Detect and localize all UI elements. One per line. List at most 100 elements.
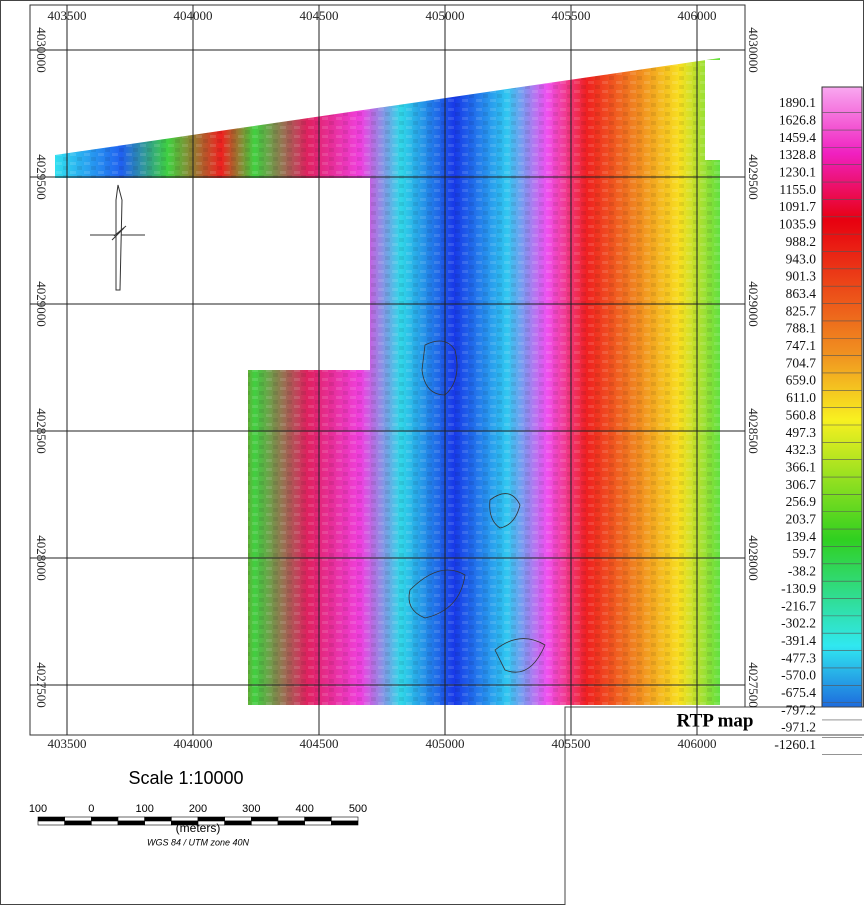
legend-label: 659.0 xyxy=(786,373,817,388)
y-tick-label: 4028500 xyxy=(34,408,49,454)
scale-segment xyxy=(251,820,279,826)
contour xyxy=(408,569,466,619)
title-box xyxy=(564,706,864,905)
x-tick-label: 403500 xyxy=(48,8,87,23)
scale-unit: (meters) xyxy=(176,821,221,835)
legend-label: 1626.8 xyxy=(779,112,816,127)
legend-label: 825.7 xyxy=(786,303,817,318)
scale-segment xyxy=(91,820,119,826)
x-tick-label: 406000 xyxy=(678,736,717,751)
y-tick-label: 4030000 xyxy=(746,27,761,73)
legend-label: 863.4 xyxy=(786,286,817,301)
x-tick-label: 404000 xyxy=(174,736,213,751)
x-tick-label: 404000 xyxy=(174,8,213,23)
north-arrow xyxy=(90,184,145,291)
legend-label: -797.2 xyxy=(781,702,816,717)
y-tick-label: 4027500 xyxy=(746,662,761,708)
legend-label: 497.3 xyxy=(786,425,817,440)
y-tick-label: 4029000 xyxy=(34,281,49,327)
raster-gap xyxy=(705,60,720,160)
scale-tick-label: 200 xyxy=(189,803,207,815)
scale-segment xyxy=(277,816,305,822)
legend-label: 366.1 xyxy=(786,459,816,474)
legend-label: 1890.1 xyxy=(779,95,816,110)
legend-label: 1230.1 xyxy=(779,164,816,179)
contour xyxy=(421,340,458,396)
legend-label: 432.3 xyxy=(786,442,817,457)
legend-label: -477.3 xyxy=(781,650,816,665)
legend-label: 1155.0 xyxy=(779,182,816,197)
legend-label: -216.7 xyxy=(781,598,816,613)
scale-segment xyxy=(64,820,92,826)
raster-texture xyxy=(55,58,720,705)
scale-bar: 100 0 100 200 300 400 500 xyxy=(29,803,367,826)
legend-label: 901.3 xyxy=(786,269,817,284)
y-tick-label: 4029500 xyxy=(34,154,49,200)
scale-title: Scale 1:10000 xyxy=(128,768,243,788)
projection: WGS 84 / UTM zone 40N xyxy=(147,837,250,847)
legend-label: 203.7 xyxy=(786,512,817,527)
legend-label: -391.4 xyxy=(781,633,816,648)
y-tick-label: 4028000 xyxy=(746,535,761,581)
scale-tick-label: 300 xyxy=(242,803,260,815)
color-scale xyxy=(821,86,863,753)
legend-label: -570.0 xyxy=(781,668,816,683)
scale-tick-label: 100 xyxy=(135,803,153,815)
scale-segment xyxy=(224,816,252,822)
y-tick-label: 4029000 xyxy=(746,281,761,327)
legend-label: 560.8 xyxy=(786,407,817,422)
scale-segment xyxy=(304,820,332,826)
legend-label: 704.7 xyxy=(786,355,817,370)
scale-segment xyxy=(91,816,119,822)
legend-label: 747.1 xyxy=(786,338,816,353)
legend-label: 788.1 xyxy=(786,321,816,336)
scale-segment xyxy=(117,820,145,826)
legend-label: 59.7 xyxy=(792,546,816,561)
scale-segment xyxy=(144,820,172,826)
scale-segment xyxy=(331,816,359,822)
scale-segment xyxy=(304,816,332,822)
legend-label: -302.2 xyxy=(781,616,816,631)
arrow-mark xyxy=(111,225,127,241)
scale-tick-label: 100 xyxy=(29,803,47,815)
x-tick-label: 405000 xyxy=(426,8,465,23)
contours xyxy=(408,340,546,673)
scale-tick-label: 400 xyxy=(295,803,313,815)
x-tick-label: 404500 xyxy=(300,736,339,751)
x-tick-label: 406000 xyxy=(678,8,717,23)
legend-label: -1260.1 xyxy=(774,737,816,752)
x-tick-label: 403500 xyxy=(48,736,87,751)
x-tick-label: 404500 xyxy=(300,8,339,23)
x-tick-label: 405500 xyxy=(552,8,591,23)
scale-segment xyxy=(117,816,145,822)
legend-label: 1328.8 xyxy=(779,147,816,162)
scale-segment xyxy=(331,820,359,826)
y-tick-label: 4028500 xyxy=(746,408,761,454)
scale-segment xyxy=(251,816,279,822)
y-tick-label: 4027500 xyxy=(34,662,49,708)
legend-label: 1035.9 xyxy=(779,217,816,232)
map-frame xyxy=(29,4,746,736)
contour xyxy=(489,493,521,529)
legend-label: 988.2 xyxy=(786,234,816,249)
scale-tick-label: 0 xyxy=(88,803,94,815)
legend-label: 1091.7 xyxy=(779,199,816,214)
legend-label: -130.9 xyxy=(781,581,816,596)
legend-label: -675.4 xyxy=(781,685,816,700)
legend-label: 306.7 xyxy=(786,477,817,492)
x-tick-label: 405500 xyxy=(552,736,591,751)
scale-segment xyxy=(277,820,305,826)
scale-tick-label: 500 xyxy=(349,803,367,815)
scale-segment xyxy=(37,820,65,826)
legend-label: 1459.4 xyxy=(779,130,816,145)
x-tick-label: 405000 xyxy=(426,736,465,751)
y-tick-label: 4028000 xyxy=(34,535,49,581)
legend-label: 943.0 xyxy=(786,251,817,266)
legend-label: -971.2 xyxy=(781,720,816,735)
legend-label: 139.4 xyxy=(786,529,817,544)
scale-segment xyxy=(37,816,65,822)
scale-segment xyxy=(144,816,172,822)
arrow-body xyxy=(115,184,123,291)
